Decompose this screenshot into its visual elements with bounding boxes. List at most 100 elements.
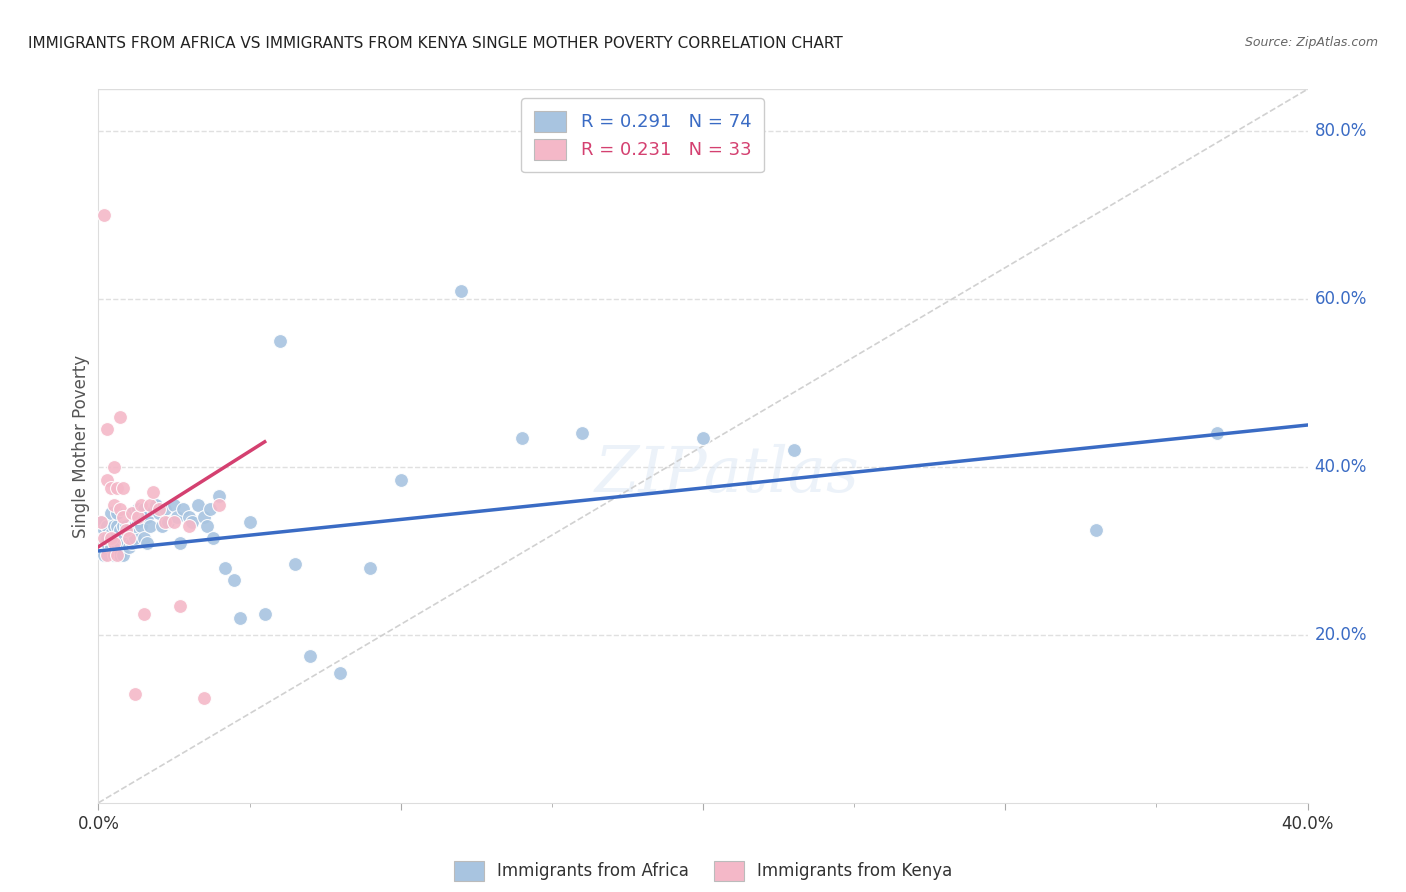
Point: [127, 515, 149, 529]
Point: [124, 532, 146, 546]
Point: [193, 510, 215, 524]
Point: [156, 515, 179, 529]
Point: [163, 515, 186, 529]
Point: [169, 599, 191, 613]
Point: [132, 607, 155, 621]
Point: [111, 548, 134, 562]
Point: [111, 481, 134, 495]
Point: [299, 648, 322, 663]
Point: [142, 502, 165, 516]
Point: [96, 535, 118, 549]
Point: [118, 532, 141, 546]
Point: [103, 460, 125, 475]
Point: [118, 540, 141, 554]
Point: [100, 506, 122, 520]
Point: [150, 518, 173, 533]
Point: [169, 535, 191, 549]
Point: [96, 532, 118, 546]
Point: [127, 510, 149, 524]
Point: [93, 208, 115, 222]
Point: [229, 611, 252, 625]
Point: [105, 506, 128, 520]
Point: [510, 431, 533, 445]
Point: [103, 535, 125, 549]
Point: [114, 535, 136, 549]
Point: [148, 502, 170, 516]
Text: IMMIGRANTS FROM AFRICA VS IMMIGRANTS FROM KENYA SINGLE MOTHER POVERTY CORRELATIO: IMMIGRANTS FROM AFRICA VS IMMIGRANTS FRO…: [28, 36, 842, 51]
Point: [118, 523, 141, 537]
Point: [90, 515, 112, 529]
Point: [105, 535, 128, 549]
Point: [571, 426, 593, 441]
Point: [129, 518, 152, 533]
Point: [139, 498, 162, 512]
Point: [111, 532, 134, 546]
Point: [200, 502, 222, 516]
Point: [135, 510, 157, 524]
Point: [193, 690, 215, 705]
Point: [132, 502, 155, 516]
Point: [166, 510, 188, 524]
Point: [121, 506, 143, 520]
Point: [142, 485, 165, 500]
Y-axis label: Single Mother Poverty: Single Mother Poverty: [72, 354, 90, 538]
Point: [100, 532, 122, 546]
Point: [172, 502, 194, 516]
Point: [108, 523, 131, 537]
Point: [253, 607, 276, 621]
Legend: Immigrants from Africa, Immigrants from Kenya: Immigrants from Africa, Immigrants from …: [447, 855, 959, 888]
Point: [103, 498, 125, 512]
Point: [96, 473, 118, 487]
Point: [202, 532, 225, 546]
Point: [214, 560, 236, 574]
Point: [96, 518, 118, 533]
Point: [135, 535, 157, 549]
Text: 20.0%: 20.0%: [1315, 626, 1367, 644]
Point: [224, 574, 246, 588]
Point: [108, 502, 131, 516]
Point: [389, 473, 412, 487]
Point: [153, 502, 176, 516]
Text: ZIPatlas: ZIPatlas: [595, 443, 859, 506]
Point: [782, 443, 804, 458]
Point: [114, 518, 136, 533]
Point: [100, 481, 122, 495]
Point: [360, 560, 382, 574]
Point: [108, 548, 131, 562]
Point: [114, 523, 136, 537]
Point: [163, 498, 186, 512]
Point: [1206, 426, 1229, 441]
Point: [269, 334, 291, 348]
Point: [187, 498, 209, 512]
Point: [153, 515, 176, 529]
Point: [103, 532, 125, 546]
Point: [108, 535, 131, 549]
Point: [111, 518, 134, 533]
Point: [139, 518, 162, 533]
Text: 80.0%: 80.0%: [1315, 122, 1367, 140]
Point: [124, 687, 146, 701]
Point: [105, 548, 128, 562]
Point: [450, 284, 472, 298]
Point: [208, 489, 231, 503]
Point: [111, 510, 134, 524]
Point: [118, 532, 141, 546]
Point: [103, 548, 125, 562]
Point: [100, 540, 122, 554]
Point: [177, 518, 201, 533]
Text: Source: ZipAtlas.com: Source: ZipAtlas.com: [1244, 36, 1378, 49]
Text: 60.0%: 60.0%: [1315, 290, 1367, 308]
Point: [93, 523, 115, 537]
Point: [127, 502, 149, 516]
Point: [692, 431, 714, 445]
Point: [124, 518, 146, 533]
Point: [132, 532, 155, 546]
Point: [1085, 523, 1108, 537]
Point: [177, 510, 201, 524]
Point: [239, 515, 262, 529]
Point: [105, 518, 128, 533]
Point: [148, 506, 170, 520]
Point: [208, 498, 231, 512]
Point: [96, 548, 118, 562]
Point: [108, 409, 131, 424]
